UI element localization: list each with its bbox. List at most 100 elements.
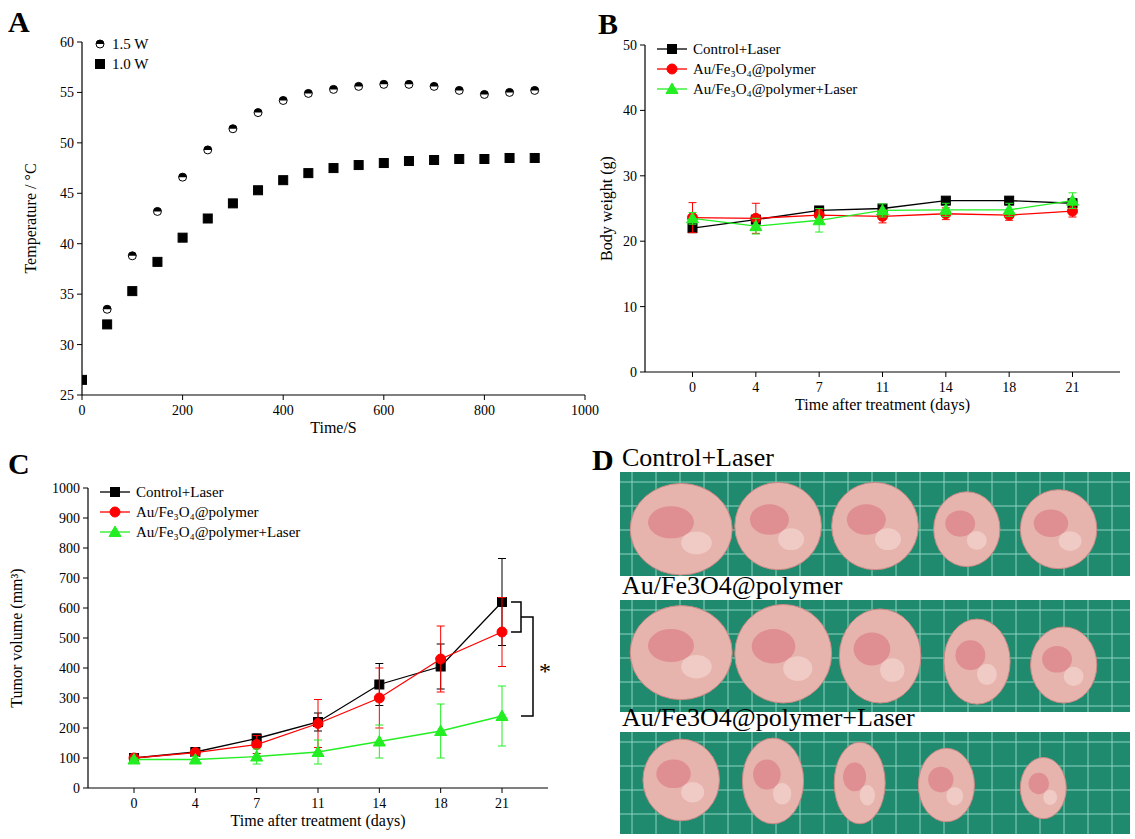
y-tick bbox=[83, 608, 88, 609]
tumor-shade bbox=[648, 629, 694, 662]
marker-fill bbox=[103, 305, 111, 309]
y-tick bbox=[640, 110, 645, 111]
x-tick-label: 7 bbox=[816, 380, 823, 395]
marker bbox=[189, 754, 201, 765]
error-cap bbox=[1069, 217, 1077, 218]
significance-label: * bbox=[539, 658, 551, 684]
tumor-shade bbox=[854, 632, 891, 665]
x-tick-label: 0 bbox=[131, 796, 138, 811]
legend-marker bbox=[110, 507, 120, 517]
tumor-shade bbox=[843, 763, 866, 792]
marker bbox=[687, 212, 699, 223]
grid-paper-line bbox=[1112, 472, 1113, 576]
legend-marker bbox=[96, 60, 105, 69]
x-tick bbox=[256, 788, 257, 793]
marker bbox=[203, 214, 212, 223]
x-tick-label: 0 bbox=[79, 403, 86, 418]
y-tick bbox=[83, 728, 88, 729]
marker-fill bbox=[204, 146, 212, 150]
plot-area bbox=[687, 193, 1079, 234]
error-cap bbox=[689, 202, 697, 203]
x-tick bbox=[882, 372, 883, 377]
panel-letter: D bbox=[592, 443, 614, 476]
marker-ring bbox=[405, 80, 413, 88]
marker bbox=[103, 320, 112, 329]
panel-letter: B bbox=[598, 7, 618, 40]
error-cap bbox=[879, 217, 887, 218]
grid-paper-line bbox=[1088, 732, 1089, 834]
error-cap bbox=[689, 224, 697, 225]
marker bbox=[354, 161, 363, 170]
y-tick bbox=[77, 294, 82, 295]
error-cap bbox=[1069, 192, 1077, 193]
marker bbox=[153, 207, 161, 215]
error-bar bbox=[498, 598, 506, 667]
error-cap bbox=[314, 699, 322, 700]
tumor-highlight bbox=[1064, 667, 1084, 686]
photo-background bbox=[620, 472, 1130, 576]
tumor bbox=[643, 739, 720, 821]
bracket-line bbox=[521, 617, 533, 716]
y-tick-label: 500 bbox=[59, 631, 80, 646]
marker bbox=[813, 214, 825, 225]
y-tick-label: 0 bbox=[630, 365, 637, 380]
marker bbox=[279, 176, 288, 185]
x-tick bbox=[379, 788, 380, 793]
y-tick-label: 40 bbox=[623, 103, 637, 118]
error-cap bbox=[375, 663, 383, 664]
marker bbox=[252, 740, 262, 750]
tumor-shade bbox=[750, 504, 789, 535]
grid-paper-line bbox=[1112, 600, 1113, 712]
marker bbox=[179, 173, 187, 181]
plot-area bbox=[128, 559, 508, 765]
marker bbox=[254, 186, 263, 195]
tumor-highlight bbox=[783, 656, 812, 681]
y-tick bbox=[77, 193, 82, 194]
grid-paper-line bbox=[1016, 472, 1017, 576]
marker-ring bbox=[229, 125, 237, 133]
tumor bbox=[630, 606, 732, 700]
x-tick bbox=[318, 788, 319, 793]
marker-fill bbox=[355, 82, 363, 86]
y-tick bbox=[640, 372, 645, 373]
grid-paper-line bbox=[632, 732, 633, 834]
y-tick-label: 100 bbox=[59, 751, 80, 766]
x-tick-label: 200 bbox=[172, 403, 193, 418]
tumor bbox=[630, 483, 732, 575]
tumor bbox=[1020, 758, 1066, 819]
marker bbox=[128, 252, 136, 260]
marker-fill bbox=[330, 85, 338, 89]
x-tick bbox=[283, 395, 284, 400]
tumor-photo bbox=[620, 472, 1130, 576]
error-cap bbox=[752, 218, 760, 219]
marker bbox=[506, 88, 514, 96]
tumor-photo bbox=[620, 732, 1130, 834]
y-tick-label: 0 bbox=[73, 781, 80, 796]
marker bbox=[313, 719, 323, 729]
tumor bbox=[834, 742, 885, 824]
marker bbox=[304, 169, 313, 178]
legend: Control+LaserAu/Fe₃O₄@polymerAu/Fe₃O₄@po… bbox=[100, 484, 300, 540]
marker bbox=[128, 754, 140, 765]
x-tick bbox=[945, 372, 946, 377]
y-tick-label: 30 bbox=[623, 169, 637, 184]
tumor-shade bbox=[928, 767, 953, 793]
y-tick-label: 30 bbox=[60, 338, 74, 353]
x-tick-label: 21 bbox=[1066, 380, 1080, 395]
tumor bbox=[1031, 627, 1097, 703]
x-tick bbox=[383, 395, 384, 400]
grid-paper-line bbox=[1016, 600, 1017, 712]
tumor bbox=[735, 482, 822, 569]
tumor bbox=[832, 482, 919, 569]
y-tick bbox=[640, 306, 645, 307]
marker bbox=[374, 693, 384, 703]
x-tick-label: 14 bbox=[372, 796, 386, 811]
marker-ring bbox=[355, 82, 363, 90]
tumor-highlight bbox=[1043, 790, 1057, 805]
marker bbox=[228, 199, 237, 208]
error-cap bbox=[815, 208, 823, 209]
x-axis-title: Time/S bbox=[310, 419, 357, 436]
x-axis-title: Time after treatment (days) bbox=[795, 396, 970, 414]
x-tick-label: 18 bbox=[434, 796, 448, 811]
legend-marker bbox=[111, 488, 120, 497]
